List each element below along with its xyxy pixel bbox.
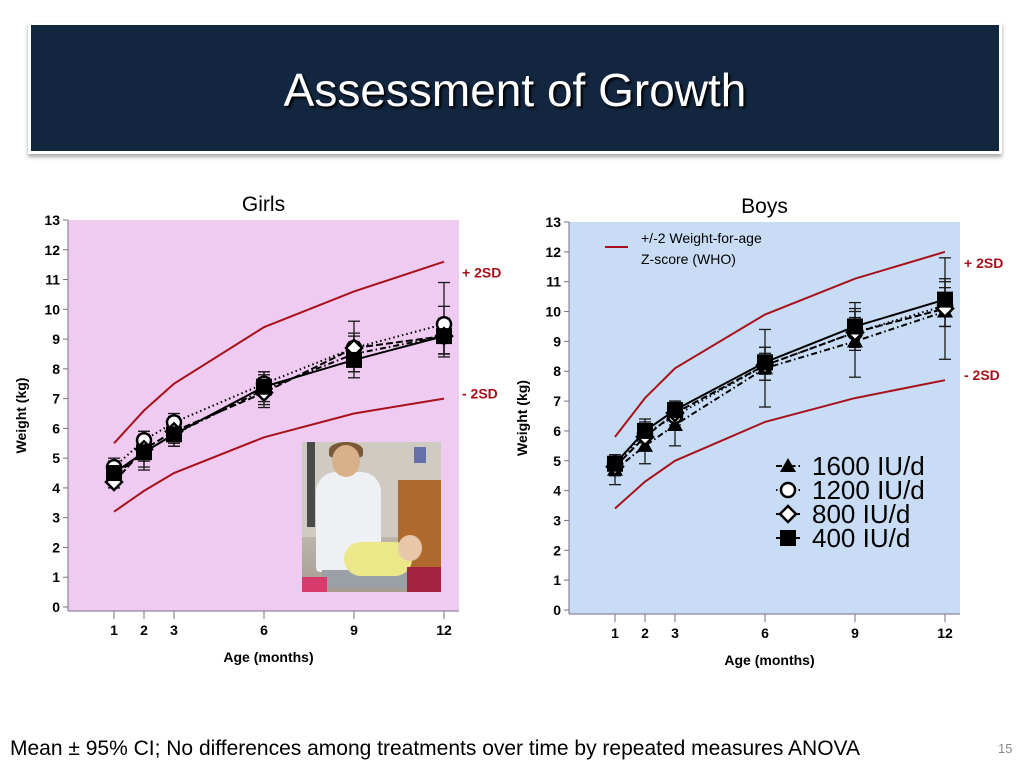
slide-title: Assessment of Growth <box>283 64 747 116</box>
y-tick-label: 12 <box>545 244 561 260</box>
photo-basket <box>407 567 441 592</box>
sd-label: + 2SD <box>462 265 501 281</box>
y-tick-label: 0 <box>52 599 60 615</box>
y-tick-label: 2 <box>52 539 60 555</box>
marker-square <box>780 530 796 546</box>
photo-wall-picture <box>414 447 426 463</box>
chart-title: Boys <box>741 195 788 218</box>
who-line-plus-2sd <box>614 250 946 438</box>
marker-circle <box>779 481 797 499</box>
marker-square <box>667 402 683 419</box>
x-tick-label: 2 <box>140 622 148 638</box>
x-tick-label: 9 <box>350 622 358 638</box>
y-tick-label: 4 <box>52 480 60 496</box>
y-tick-label: 5 <box>553 453 561 469</box>
marker-square <box>937 291 953 308</box>
y-tick-label: 13 <box>44 212 60 228</box>
y-tick-label: 1 <box>553 572 561 588</box>
y-tick-label: 9 <box>553 333 561 349</box>
y-axis-label: Weight (kg) <box>514 380 530 456</box>
who-line-plus-2sd <box>113 260 445 444</box>
y-tick-label: 9 <box>52 331 60 347</box>
marker-square <box>106 465 122 482</box>
x-tick-label: 12 <box>937 625 953 641</box>
who-line-minus-2sd <box>614 379 946 510</box>
y-tick-label: 5 <box>52 450 60 466</box>
who-line-minus-2sd <box>113 397 445 513</box>
marker-square <box>136 444 152 461</box>
y-tick-label: 7 <box>553 393 561 409</box>
marker-square <box>607 455 623 472</box>
y-tick-label: 11 <box>546 274 561 290</box>
marker-square <box>166 426 182 443</box>
legend-label: 1600 IU/d <box>812 451 925 481</box>
photo-clinician-head <box>332 445 360 477</box>
marker-triangle <box>780 458 796 472</box>
sd-label: - 2SD <box>964 367 1000 383</box>
y-tick-label: 6 <box>553 423 561 439</box>
y-tick-label: 11 <box>45 272 60 288</box>
x-tick-label: 1 <box>611 625 619 641</box>
y-tick-label: 3 <box>52 510 60 526</box>
x-tick-label: 9 <box>851 625 859 641</box>
who-legend-text: +/-2 Weight-for-age <box>641 230 762 246</box>
legend-label: 400 IU/d <box>812 523 910 553</box>
x-tick-label: 3 <box>170 622 178 638</box>
photo-toy <box>302 577 327 592</box>
x-tick-label: 2 <box>641 625 649 641</box>
title-bar: Assessment of Growth <box>28 22 1002 154</box>
marker-square <box>637 422 653 439</box>
y-tick-label: 8 <box>52 361 60 377</box>
plot-background <box>569 222 960 614</box>
sd-label: + 2SD <box>964 255 1003 271</box>
marker-square <box>847 318 863 335</box>
marker-square <box>256 378 272 395</box>
y-tick-label: 10 <box>44 301 60 317</box>
y-tick-label: 0 <box>553 602 561 618</box>
marker-square <box>346 351 362 368</box>
y-tick-label: 12 <box>44 242 60 258</box>
y-axis-label: Weight (kg) <box>13 378 29 454</box>
x-tick-label: 3 <box>671 625 679 641</box>
y-tick-label: 4 <box>553 483 561 499</box>
y-tick-label: 2 <box>553 542 561 558</box>
chart-title: Girls <box>242 193 285 216</box>
y-tick-label: 10 <box>545 304 561 320</box>
x-tick-label: 6 <box>260 622 268 638</box>
x-axis-label: Age (months) <box>223 649 313 665</box>
who-legend-text: Z-score (WHO) <box>641 251 736 267</box>
x-tick-label: 12 <box>436 622 452 638</box>
series-line <box>113 335 445 483</box>
photo-door <box>307 442 315 527</box>
y-tick-label: 13 <box>545 214 561 230</box>
legend-label: 800 IU/d <box>812 499 910 529</box>
x-tick-label: 1 <box>110 622 118 638</box>
series-line <box>614 307 946 468</box>
marker-diamond <box>778 504 798 524</box>
y-tick-label: 7 <box>52 391 60 407</box>
y-tick-label: 8 <box>553 363 561 379</box>
slide-caption: Mean ± 95% CI; No differences among trea… <box>10 737 860 760</box>
infant-weighing-photo <box>302 442 441 592</box>
y-tick-label: 3 <box>553 512 561 528</box>
legend-label: 1200 IU/d <box>812 475 925 505</box>
marker-square <box>757 354 773 371</box>
page-number: 15 <box>998 741 1013 756</box>
sd-label: - 2SD <box>462 386 498 402</box>
y-tick-label: 1 <box>52 569 60 585</box>
photo-infant-head <box>398 535 422 561</box>
photo-baby-scale <box>322 570 432 588</box>
x-tick-label: 6 <box>761 625 769 641</box>
y-tick-label: 6 <box>52 420 60 436</box>
marker-square <box>436 328 452 345</box>
x-axis-label: Age (months) <box>724 652 814 668</box>
